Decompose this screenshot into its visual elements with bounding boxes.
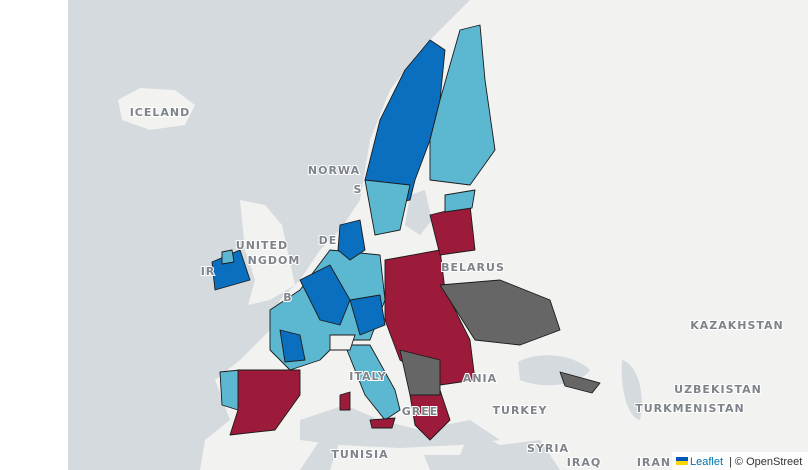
place-label: UZBEKISTAN [674, 383, 762, 396]
place-label: NORWA [308, 164, 360, 177]
region[interactable] [349, 294, 386, 336]
region[interactable] [219, 369, 241, 411]
regions [211, 24, 601, 441]
attribution-text: | © OpenStreet [729, 456, 802, 468]
region[interactable] [364, 179, 411, 236]
place-label: KAZAKHSTAN [690, 319, 784, 332]
region[interactable] [339, 391, 351, 411]
place-label: S [354, 183, 363, 196]
region[interactable] [444, 189, 476, 213]
region[interactable] [229, 369, 301, 436]
margin [0, 0, 68, 470]
place-label: GREE [402, 405, 439, 418]
region[interactable] [369, 417, 396, 429]
place-label: BELARUS [441, 261, 505, 274]
place-label: ITALY [349, 370, 387, 383]
region[interactable] [429, 24, 496, 186]
place-label: TURKMENISTAN [635, 402, 744, 415]
attribution-link[interactable]: Leaflet [690, 456, 723, 468]
place-label: UNITED [236, 239, 288, 252]
mediterranean [300, 405, 500, 448]
place-label: SYRIA [527, 442, 569, 455]
labels: ICELAND NORWA S UNITED NGDOM IR DE B BEL… [129, 105, 784, 470]
attribution-box [672, 452, 808, 470]
baltic-sea [405, 190, 432, 235]
place-label: IR [201, 265, 216, 278]
region[interactable] [384, 249, 476, 386]
place-label: ICELAND [130, 106, 191, 119]
place-label: TUNISIA [331, 448, 388, 461]
region[interactable] [221, 249, 235, 265]
region[interactable] [439, 279, 561, 346]
place-label: IRAQ [567, 456, 601, 469]
region[interactable] [279, 329, 306, 363]
place-label: IRAN [637, 456, 671, 469]
region[interactable] [344, 344, 401, 421]
region[interactable] [337, 219, 366, 261]
flag-bottom [676, 461, 688, 465]
place-label: DE [319, 234, 338, 247]
region[interactable] [399, 349, 441, 396]
place-label: ANIA [463, 372, 497, 385]
caspian-sea [621, 360, 642, 420]
attribution: Leaflet | © OpenStreet [672, 452, 808, 470]
switzerland [329, 334, 356, 351]
place-label: NGDOM [248, 254, 301, 267]
region[interactable] [299, 264, 351, 326]
place-label: TURKEY [493, 404, 548, 417]
flag-top [676, 457, 688, 461]
place-label: B [283, 291, 292, 304]
region[interactable] [559, 371, 601, 394]
